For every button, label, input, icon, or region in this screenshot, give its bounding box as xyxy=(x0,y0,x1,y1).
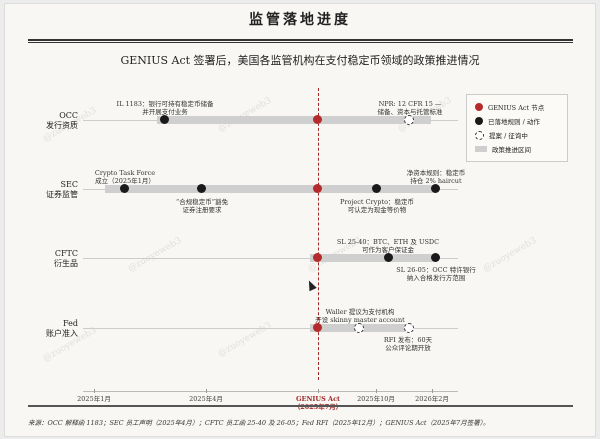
proposal-node xyxy=(354,323,364,333)
annotation: “合规稳定币”豁免 证券注册要求 xyxy=(175,198,229,214)
done-node-icon xyxy=(475,117,483,125)
annotation: NPR: 12 CFR 15 — 储备、资本与托管标准 xyxy=(377,100,443,116)
proposal-node xyxy=(404,323,414,333)
tick xyxy=(318,389,319,393)
genius-node xyxy=(313,115,322,124)
tick-label: 2025年10月 xyxy=(357,395,395,403)
legend: GENIUS Act 节点 已落地规则 / 动作 提案 / 征询中 政策推进区间 xyxy=(466,94,568,162)
genius-act-line xyxy=(318,88,319,380)
track xyxy=(83,258,458,259)
proposal-node xyxy=(404,115,414,125)
annotation: Project Crypto：稳定币 可认定为现金等价物 xyxy=(339,198,414,214)
annotation: SL 25-40：BTC、ETH 及 USDC 可作为客户保证金 xyxy=(336,238,440,254)
divider xyxy=(28,39,573,41)
policy-range-bar xyxy=(105,185,435,193)
tick-label: 2025年4月 xyxy=(189,395,223,403)
annotation: 净资本规则：稳定币 持仓 2% haircut xyxy=(406,169,466,185)
row-label-cftc: CFTC 衍生品 xyxy=(54,249,78,268)
legend-item: 提案 / 征询中 xyxy=(475,130,528,140)
legend-item: 政策推进区间 xyxy=(475,144,531,154)
tick-label-genius: GENIUS Act （2025年7月） xyxy=(293,395,343,411)
genius-node-icon xyxy=(475,103,483,111)
track xyxy=(83,328,458,329)
genius-node xyxy=(313,253,322,262)
chart-card xyxy=(4,3,596,437)
subtitle: GENIUS Act 签署后，美国各监管机构在支付稳定币领域的政策推进情况 xyxy=(120,54,480,67)
range-bar-icon xyxy=(475,146,487,152)
done-node xyxy=(431,253,440,262)
divider xyxy=(28,42,573,43)
tick xyxy=(432,389,433,393)
tick-label: 2025年1月 xyxy=(77,395,111,403)
genius-node xyxy=(313,323,322,332)
done-node xyxy=(372,184,381,193)
annotation: RFI 发布：60天 公众评论期开放 xyxy=(383,336,433,352)
row-label-fed: Fed 账户准入 xyxy=(46,319,78,338)
policy-range-bar xyxy=(157,116,431,124)
done-node xyxy=(160,115,169,124)
done-node xyxy=(384,253,393,262)
done-node xyxy=(120,184,129,193)
annotation: Crypto Task Force 成立（2025年1月） xyxy=(94,169,156,185)
annotation: Waller 提议为支付机构 开设 skinny master account xyxy=(315,308,405,324)
tick xyxy=(94,389,95,393)
page-title: 监管落地进度 xyxy=(249,12,351,28)
source-note: 来源：OCC 解释函 1183；SEC 员工声明（2025年4月）；CFTC 员… xyxy=(28,419,490,427)
tick-label: 2026年2月 xyxy=(415,395,449,403)
tick xyxy=(206,389,207,393)
legend-item: GENIUS Act 节点 xyxy=(475,102,544,112)
proposal-node-icon xyxy=(475,130,484,140)
annotation: IL 1183：银行可持有稳定币储备 并开展支付业务 xyxy=(116,100,214,116)
annotation: SL 26-05：OCC 特许银行 纳入合格发行方范围 xyxy=(396,266,476,282)
divider xyxy=(28,405,573,407)
legend-item: 已落地规则 / 动作 xyxy=(475,116,540,126)
policy-range-bar xyxy=(310,254,437,262)
done-node xyxy=(431,184,440,193)
time-axis xyxy=(83,391,458,392)
row-label-sec: SEC 证券监管 xyxy=(46,180,78,199)
row-label-occ: OCC 发行资质 xyxy=(46,111,78,130)
done-node xyxy=(197,184,206,193)
tick xyxy=(376,389,377,393)
genius-node xyxy=(313,184,322,193)
